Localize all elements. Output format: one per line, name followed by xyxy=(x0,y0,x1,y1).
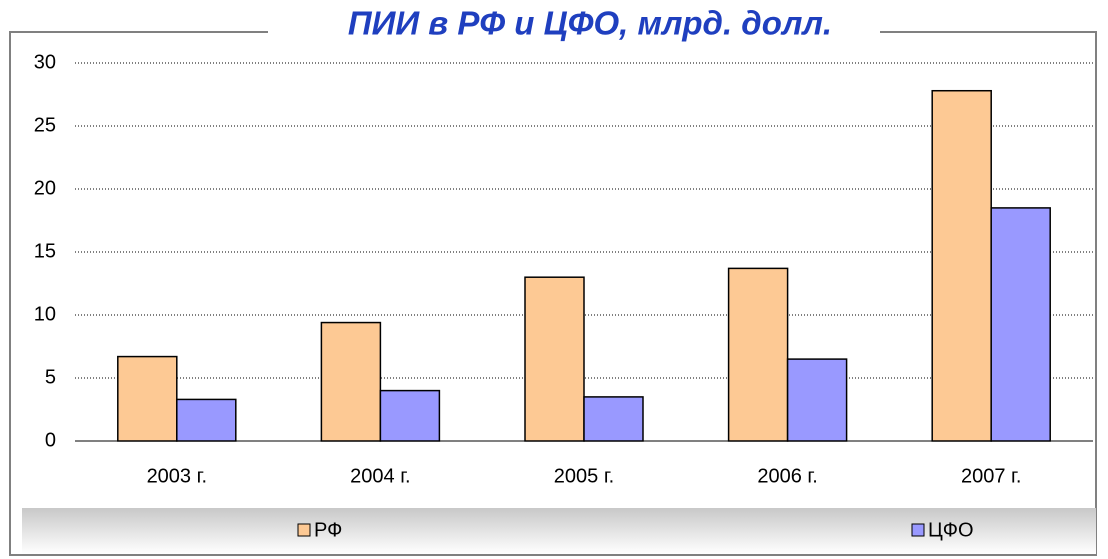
bar xyxy=(727,267,789,442)
legend-label: ЦФО xyxy=(928,519,974,541)
bar xyxy=(931,89,992,442)
bar xyxy=(320,321,382,442)
bar xyxy=(583,396,644,442)
bar xyxy=(176,398,237,442)
x-tick-label: 2004 г. xyxy=(350,465,410,487)
bar xyxy=(117,355,178,442)
legend-swatch xyxy=(297,523,311,537)
x-tick-label: 2006 г. xyxy=(757,465,817,487)
y-tick-label: 15 xyxy=(34,240,56,262)
chart-title: ПИИ в РФ и ЦФО, млрд. долл. xyxy=(348,5,832,42)
bar xyxy=(379,389,441,442)
bar xyxy=(524,276,585,442)
legend-swatch xyxy=(911,523,925,537)
y-tick-label: 25 xyxy=(34,114,56,136)
x-tick-label: 2005 г. xyxy=(554,465,614,487)
bar xyxy=(990,207,1051,442)
y-tick-label: 5 xyxy=(45,366,56,388)
x-tick-label: 2007 г. xyxy=(961,465,1021,487)
bar xyxy=(786,358,848,442)
x-tick-label: 2003 г. xyxy=(147,465,207,487)
y-tick-label: 10 xyxy=(34,303,56,325)
legend-label: РФ xyxy=(314,519,342,541)
y-tick-label: 30 xyxy=(34,51,56,73)
frame xyxy=(9,31,1097,556)
y-tick-label: 20 xyxy=(34,177,56,199)
y-tick-label: 0 xyxy=(45,429,56,451)
